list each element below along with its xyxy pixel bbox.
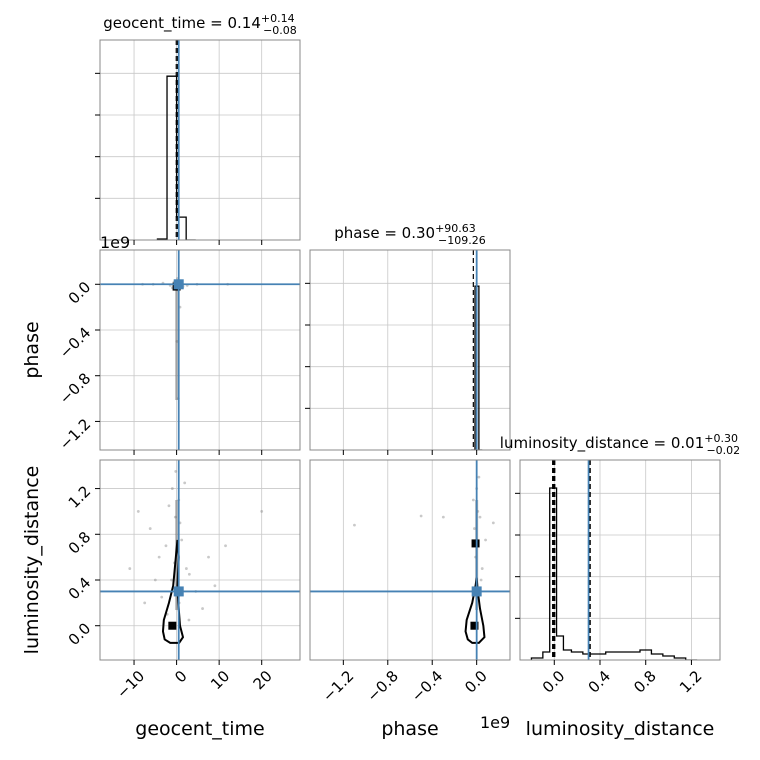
scatter-point — [157, 555, 161, 559]
x-tick-label: 1.2 — [676, 667, 706, 697]
panel-hist-luminosity_distance: luminosity_distance = 0.01+0.30 −0.02 — [500, 432, 740, 665]
truth-marker — [471, 586, 482, 597]
x-axis-label: geocent_time — [135, 718, 264, 740]
panel-hist-phase: phase = 0.30+90.63 −109.26 — [305, 222, 511, 455]
density-peak — [471, 539, 480, 548]
x-tick-label: 0 — [171, 667, 190, 686]
plot-area — [310, 460, 510, 660]
y-tick-label: 0.8 — [65, 528, 95, 558]
panel-frame — [519, 459, 721, 661]
scatter-point — [484, 538, 487, 542]
x-tick-label: −0.4 — [408, 667, 446, 705]
x-axis-label: phase — [381, 718, 438, 740]
panel-frame — [99, 459, 301, 661]
panel-scatter-phase-luminosity_distance — [309, 459, 511, 665]
y-offset-text: 1e9 — [100, 233, 130, 252]
scatter-point — [167, 504, 171, 508]
plot-area — [310, 250, 510, 450]
x-tick-label: −0.8 — [363, 667, 401, 705]
plot-area — [100, 40, 300, 240]
plot-area — [100, 460, 300, 660]
x-tick-label: 10 — [207, 667, 233, 693]
x-tick-label: −10 — [113, 667, 148, 702]
scatter-point — [170, 487, 174, 490]
panel-scatter-geocent_time-luminosity_distance — [95, 459, 301, 665]
scatter-point — [180, 538, 184, 542]
scatter-point — [419, 514, 423, 518]
panel-hist-geocent_time: geocent_time = 0.14+0.14 −0.08 — [95, 12, 301, 245]
x-tick-label: 0.0 — [539, 667, 569, 697]
plot-area — [100, 250, 300, 450]
scatter-point — [175, 340, 179, 343]
histogram-step — [530, 487, 698, 660]
scatter-point — [479, 578, 483, 582]
panel-frame — [99, 39, 301, 241]
density-peak — [168, 621, 177, 630]
panel-scatter-geocent_time-phase — [95, 249, 301, 455]
x-tick-label: 0.0 — [461, 667, 491, 697]
scatter-point — [160, 595, 164, 599]
density-band — [175, 290, 179, 400]
scatter-point — [183, 481, 187, 485]
panel-frame — [309, 459, 511, 661]
y-tick-label: −1.2 — [56, 415, 94, 453]
x-tick-label: 20 — [250, 667, 276, 693]
y-axis-label: luminosity_distance — [21, 466, 43, 655]
plot-area — [520, 460, 720, 660]
panel-frame — [99, 249, 301, 451]
scatter-point — [164, 544, 168, 548]
y-tick-label: −0.4 — [56, 324, 94, 362]
scatter-point — [170, 578, 173, 582]
scatter-point — [207, 555, 210, 559]
x-tick-label: 0.8 — [630, 667, 660, 697]
scatter-point — [173, 515, 177, 519]
truth-marker — [173, 279, 184, 290]
scatter-point — [148, 527, 152, 530]
scatter-point — [201, 607, 204, 610]
x-tick-label: 0.4 — [585, 667, 615, 697]
scatter-point — [213, 584, 217, 588]
x-offset-text: 1e9 — [480, 713, 510, 732]
panel-title: geocent_time = 0.14+0.14 −0.08 — [103, 12, 297, 37]
panel-title: phase = 0.30+90.63 −109.26 — [334, 222, 485, 247]
scatter-point — [478, 515, 482, 519]
scatter-point — [480, 567, 484, 570]
truth-marker — [173, 586, 184, 597]
y-tick-label: −0.8 — [56, 369, 94, 407]
scatter-point — [187, 618, 191, 622]
y-axis-label: phase — [21, 321, 43, 378]
y-tick-label: 1.2 — [65, 482, 95, 512]
scatter-point — [128, 567, 132, 570]
scatter-point — [224, 544, 227, 548]
y-tick-label: 0.0 — [65, 278, 95, 308]
scatter-point — [471, 498, 475, 502]
scatter-point — [441, 515, 445, 519]
y-tick-label: 0.4 — [65, 574, 95, 604]
scatter-point — [353, 523, 356, 527]
x-axis-label: luminosity_distance — [526, 718, 715, 740]
scatter-point — [174, 470, 178, 473]
scatter-point — [136, 510, 140, 513]
scatter-point — [187, 572, 191, 576]
scatter-point — [260, 510, 264, 513]
scatter-point — [184, 567, 188, 570]
y-tick-label: 0.0 — [65, 619, 95, 649]
density-peak — [470, 621, 479, 630]
scatter-point — [477, 475, 481, 479]
scatter-point — [491, 521, 495, 525]
scatter-point — [153, 578, 157, 582]
scatter-point — [473, 527, 476, 530]
scatter-point — [143, 601, 147, 605]
x-tick-label: −1.2 — [319, 667, 357, 705]
panel-title: luminosity_distance = 0.01+0.30 −0.02 — [500, 432, 740, 457]
panel-frame — [309, 249, 511, 451]
